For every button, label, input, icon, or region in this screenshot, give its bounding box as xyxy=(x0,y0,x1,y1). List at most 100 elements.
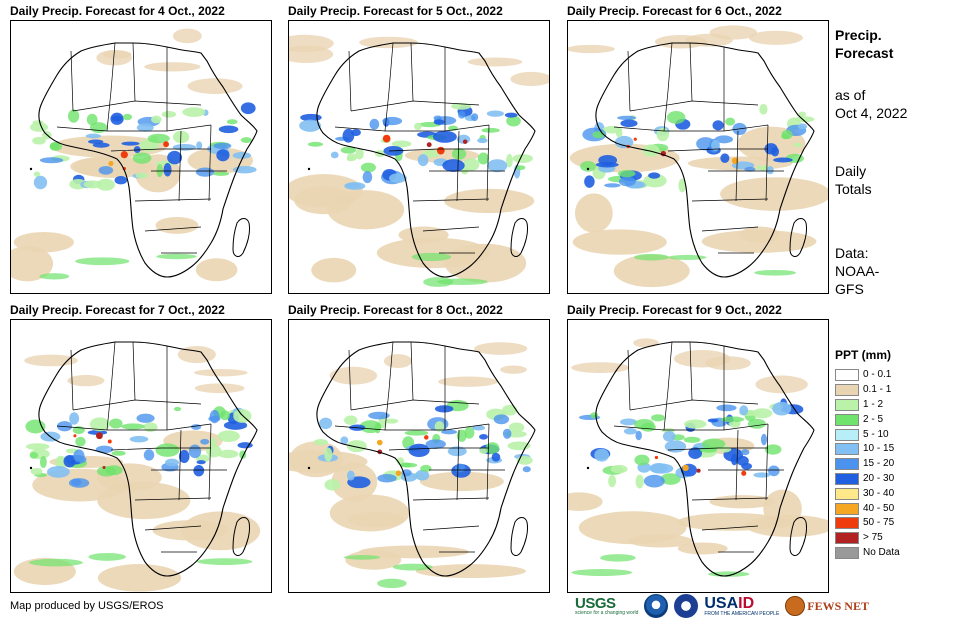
legend-label: 5 - 10 xyxy=(863,428,889,440)
light-rain-area xyxy=(467,57,523,67)
rain-cell xyxy=(504,112,518,118)
island-marker xyxy=(307,466,311,470)
africa-coastline xyxy=(38,341,258,577)
map-credit: Map produced by USGS/EROS xyxy=(10,600,164,612)
country-border xyxy=(765,124,769,202)
rain-cell xyxy=(307,141,324,147)
country-border xyxy=(56,423,212,431)
panel-title: Daily Precip. Forecast for 9 Oct., 2022 xyxy=(567,303,782,317)
rain-cell xyxy=(615,129,623,138)
usaid-tagline: FROM THE AMERICAN PEOPLE xyxy=(704,610,780,617)
rain-cell xyxy=(617,115,637,120)
rain-cell xyxy=(111,450,126,456)
rain-cell xyxy=(512,154,533,163)
light-rain-area xyxy=(633,338,659,348)
rain-cell xyxy=(32,136,46,145)
rain-cell xyxy=(109,418,123,429)
rain-cell xyxy=(135,172,148,179)
usaid-id: ID xyxy=(738,594,755,612)
rain-cell xyxy=(178,449,190,464)
country-border xyxy=(384,42,394,132)
panel-title: Daily Precip. Forecast for 5 Oct., 2022 xyxy=(288,4,503,18)
rain-cell xyxy=(226,119,238,125)
rain-cell xyxy=(87,430,108,436)
rain-cell xyxy=(716,404,737,412)
country-border xyxy=(132,341,136,401)
light-rain-area xyxy=(24,354,78,367)
africa-coastline xyxy=(316,42,536,278)
light-rain-area xyxy=(194,369,248,377)
globe-icon xyxy=(785,596,806,616)
rain-cell xyxy=(75,257,130,266)
rain-cell xyxy=(340,146,357,154)
rain-cell xyxy=(656,127,670,142)
rain-cell xyxy=(640,422,656,432)
rain-cell xyxy=(502,428,512,439)
country-border xyxy=(691,497,769,501)
rain-cell xyxy=(98,165,114,175)
sidebar-totals: Daily Totals xyxy=(835,162,960,198)
country-border xyxy=(134,198,212,202)
rain-cell xyxy=(114,175,128,185)
rain-cell xyxy=(456,429,467,442)
rain-cell xyxy=(442,159,465,172)
rain-cell xyxy=(643,474,665,488)
rain-cell xyxy=(362,171,373,184)
rain-cell xyxy=(39,273,70,280)
light-rain-area xyxy=(11,246,54,282)
rain-cell xyxy=(122,113,133,121)
legend-swatch xyxy=(835,369,859,382)
fewsnet-logo: FEWS NET xyxy=(785,596,869,616)
light-rain-area xyxy=(673,350,731,368)
rain-cell xyxy=(391,140,412,148)
legend-item: 0 - 0.1 xyxy=(835,368,960,383)
rain-cell xyxy=(594,448,610,462)
rain-cell xyxy=(212,171,230,176)
country-border xyxy=(735,130,739,202)
rain-cell xyxy=(620,418,637,426)
rain-cell xyxy=(766,166,774,175)
heavy-rain-cell xyxy=(633,137,637,141)
rain-cell xyxy=(720,153,730,164)
rain-cell xyxy=(344,415,358,426)
rain-cell xyxy=(728,421,739,427)
rain-cell xyxy=(196,141,203,150)
sidebar-data-source: Data: NOAA- GFS xyxy=(835,244,960,298)
rain-cell xyxy=(590,412,599,419)
rain-cell xyxy=(516,455,533,465)
madagascar-outline xyxy=(789,218,807,257)
rain-cell xyxy=(623,428,637,435)
rain-cell xyxy=(434,405,454,413)
rain-cell xyxy=(39,157,64,164)
rain-cell xyxy=(30,467,43,476)
legend-swatch xyxy=(835,458,859,471)
rain-cell xyxy=(147,133,170,144)
precip-map xyxy=(567,20,829,294)
rain-cell xyxy=(417,154,429,167)
rain-cell xyxy=(161,110,177,118)
heavy-rain-cell xyxy=(731,157,739,164)
rain-cell xyxy=(377,578,407,589)
legend-swatch xyxy=(835,398,859,411)
rain-cell xyxy=(678,178,687,193)
country-border xyxy=(106,341,116,431)
rain-cell xyxy=(668,254,707,260)
ppt-legend: PPT (mm) 0 - 0.1 0.1 - 1 1 - 2 2 - 5 5 -… xyxy=(835,348,960,560)
panel-title: Daily Precip. Forecast for 8 Oct., 2022 xyxy=(288,303,503,317)
rain-cell xyxy=(346,182,361,189)
rain-cell xyxy=(759,103,768,115)
country-border xyxy=(110,148,211,152)
legend-item: > 75 xyxy=(835,531,960,546)
precip-map xyxy=(10,20,272,294)
rain-cell xyxy=(218,125,239,134)
rain-cell xyxy=(355,148,364,160)
usgs-logo-text: USGS xyxy=(575,595,616,612)
light-rain-area xyxy=(289,34,334,53)
rain-cell xyxy=(614,135,634,149)
island-marker xyxy=(29,466,33,470)
country-border xyxy=(412,497,490,501)
rain-cell xyxy=(505,153,513,168)
rain-cell xyxy=(649,463,668,474)
light-rain-area xyxy=(155,216,199,234)
light-rain-area xyxy=(97,564,182,592)
